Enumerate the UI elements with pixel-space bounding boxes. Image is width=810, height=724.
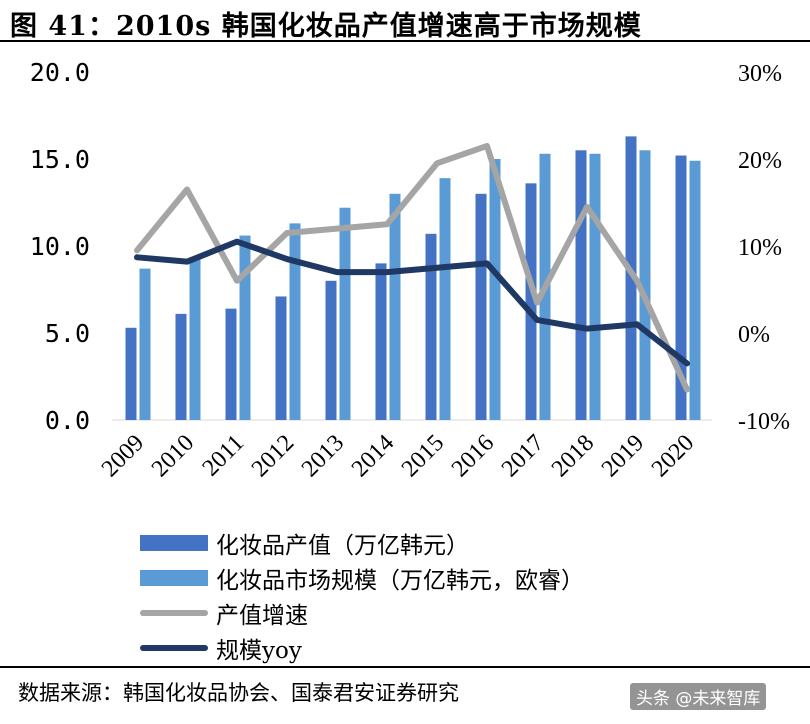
x-tick-label: 2012 [247, 430, 299, 482]
legend-swatch-growth [140, 609, 208, 616]
x-tick-label: 2015 [397, 430, 449, 482]
source-note: 数据来源：韩国化妆品协会、国泰君安证券研究 [18, 681, 459, 705]
bar-market [239, 235, 251, 420]
bar-production [625, 136, 637, 420]
bar-market [589, 153, 601, 420]
x-tick-label: 2018 [547, 430, 599, 482]
bar-production [425, 233, 437, 420]
source-rule [0, 666, 810, 668]
x-tick-label: 2017 [497, 430, 549, 482]
bar-market [639, 150, 651, 421]
legend-swatch-production [140, 534, 208, 551]
legend-item-growth: 产值增速 [140, 595, 584, 630]
title-rule [0, 40, 810, 42]
bar-production [125, 327, 137, 420]
watermark: 头条 @未来智库 [630, 683, 767, 710]
bar-production [575, 150, 587, 421]
bar-market [489, 159, 501, 420]
legend-item-yoy: 规模yoy [140, 630, 584, 665]
x-tick-label: 2013 [297, 430, 349, 482]
x-tick-label: 2011 [198, 430, 250, 482]
legend-label-production: 化妆品产值（万亿韩元） [216, 532, 469, 559]
bar-production [375, 263, 387, 420]
y-left-tick-label: 5.0 [45, 319, 90, 348]
bar-production [675, 155, 687, 420]
x-tick-label: 2016 [447, 430, 499, 482]
bar-production [525, 183, 537, 420]
x-tick-label: 2010 [147, 430, 199, 482]
y-left-tick-label: 10.0 [30, 232, 90, 261]
legend-item-production: 化妆品产值（万亿韩元） [140, 525, 584, 560]
bar-production [175, 313, 187, 420]
bar-market [189, 258, 201, 420]
line-production-growth [134, 142, 690, 393]
y-right-tick-label: 30% [738, 61, 782, 87]
legend-swatch-market [140, 569, 208, 586]
x-tick-label: 2009 [97, 430, 149, 482]
y-right-tick-label: 0% [738, 322, 770, 348]
bar-production [325, 280, 337, 420]
bar-market [439, 178, 451, 420]
y-left-tick-label: 20.0 [30, 58, 90, 87]
y-left-tick-label: 15.0 [30, 145, 90, 174]
bar-market [689, 160, 701, 421]
bar-production [225, 308, 237, 420]
y-right-tick-label: -10% [738, 409, 790, 435]
chart-title: 图 41：2010s 韩国化妆品产值增速高于市场规模 [10, 11, 642, 42]
y-left-tick-label: 0.0 [45, 406, 90, 435]
bar-market [289, 223, 301, 420]
bar-market [389, 193, 401, 420]
bar-market [339, 207, 351, 420]
bar-production [275, 296, 287, 420]
x-tick-label: 2019 [597, 430, 649, 482]
x-tick-label: 2020 [647, 430, 699, 482]
bar-market [139, 268, 151, 420]
y-right-tick-label: 20% [738, 148, 782, 174]
legend: 化妆品产值（万亿韩元） 化妆品市场规模（万亿韩元，欧睿） 产值增速 规模yoy [140, 525, 584, 665]
y-right-tick-label: 10% [738, 235, 782, 261]
legend-item-market: 化妆品市场规模（万亿韩元，欧睿） [140, 560, 584, 595]
legend-label-growth: 产值增速 [216, 602, 308, 629]
legend-label-market: 化妆品市场规模（万亿韩元，欧睿） [216, 567, 584, 594]
legend-label-yoy: 规模yoy [216, 637, 302, 664]
bar-production [475, 193, 487, 420]
legend-swatch-yoy [140, 644, 208, 651]
line-market-yoy [134, 238, 690, 367]
chart-area: 0.05.010.015.020.0-10%0%10%20%30%2009201… [30, 58, 790, 482]
x-tick-label: 2014 [347, 430, 399, 482]
